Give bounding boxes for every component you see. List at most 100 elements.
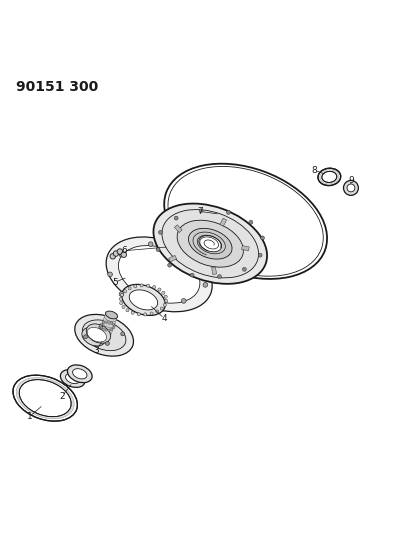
Text: 5: 5 (112, 278, 118, 287)
Ellipse shape (16, 377, 74, 419)
Text: 90151 300: 90151 300 (16, 80, 98, 94)
Ellipse shape (82, 327, 105, 346)
Circle shape (165, 299, 168, 302)
Circle shape (121, 252, 127, 257)
Text: 3: 3 (94, 346, 99, 356)
Circle shape (100, 327, 103, 329)
Bar (220, 218, 227, 226)
Circle shape (122, 305, 125, 309)
Circle shape (217, 274, 221, 279)
Circle shape (119, 297, 122, 301)
Circle shape (108, 329, 110, 331)
Ellipse shape (129, 290, 158, 310)
Circle shape (119, 292, 124, 296)
Ellipse shape (68, 365, 92, 383)
Circle shape (162, 291, 165, 294)
Circle shape (117, 249, 123, 254)
Circle shape (203, 262, 208, 266)
Circle shape (119, 302, 123, 305)
Circle shape (158, 288, 161, 291)
Ellipse shape (318, 168, 341, 185)
Ellipse shape (105, 311, 118, 319)
Ellipse shape (153, 204, 267, 284)
Text: 8: 8 (312, 166, 317, 175)
Text: 2: 2 (59, 392, 65, 401)
Ellipse shape (66, 374, 80, 384)
Circle shape (182, 298, 186, 303)
Bar (212, 267, 217, 274)
Circle shape (126, 309, 129, 312)
Circle shape (110, 254, 116, 259)
Ellipse shape (105, 314, 116, 322)
Ellipse shape (189, 228, 232, 259)
Circle shape (110, 321, 113, 324)
Circle shape (112, 323, 115, 326)
Circle shape (203, 282, 208, 287)
Circle shape (156, 247, 160, 252)
Circle shape (242, 268, 246, 271)
Circle shape (158, 230, 162, 234)
Circle shape (147, 284, 150, 287)
Text: 7: 7 (198, 207, 203, 216)
Circle shape (105, 321, 107, 323)
Bar (174, 225, 182, 232)
Circle shape (148, 242, 153, 247)
Circle shape (226, 211, 230, 214)
Circle shape (144, 313, 147, 316)
Circle shape (121, 332, 125, 336)
Circle shape (168, 263, 172, 267)
Circle shape (152, 286, 156, 289)
Circle shape (190, 273, 194, 277)
Ellipse shape (101, 322, 113, 330)
Circle shape (150, 312, 153, 315)
Ellipse shape (320, 170, 339, 184)
Ellipse shape (118, 246, 200, 303)
Ellipse shape (100, 326, 112, 333)
Circle shape (163, 303, 167, 306)
Circle shape (174, 216, 178, 220)
Ellipse shape (199, 236, 222, 252)
Bar (242, 246, 249, 251)
Circle shape (261, 236, 264, 240)
Ellipse shape (105, 311, 118, 319)
Circle shape (105, 329, 107, 331)
Circle shape (110, 328, 113, 330)
Circle shape (123, 290, 127, 293)
Ellipse shape (86, 324, 110, 343)
Ellipse shape (168, 166, 323, 276)
Circle shape (108, 272, 112, 277)
Ellipse shape (87, 327, 107, 342)
Circle shape (113, 325, 116, 327)
Circle shape (199, 209, 203, 213)
Text: 9: 9 (348, 176, 354, 185)
Ellipse shape (19, 379, 71, 417)
Circle shape (156, 310, 159, 313)
Ellipse shape (73, 369, 87, 379)
Circle shape (182, 246, 186, 250)
Text: 4: 4 (162, 314, 167, 323)
Ellipse shape (102, 320, 114, 328)
Circle shape (102, 321, 105, 324)
Bar (169, 255, 176, 262)
Ellipse shape (177, 220, 243, 267)
Circle shape (258, 253, 262, 257)
Circle shape (112, 327, 115, 329)
Circle shape (137, 312, 140, 316)
Ellipse shape (122, 285, 165, 316)
Circle shape (119, 252, 124, 257)
Circle shape (249, 220, 253, 224)
Ellipse shape (83, 320, 126, 351)
Circle shape (148, 302, 153, 307)
Ellipse shape (61, 369, 85, 387)
Circle shape (134, 285, 137, 288)
Ellipse shape (106, 237, 212, 312)
Circle shape (128, 287, 131, 290)
Text: 6: 6 (121, 246, 127, 255)
Ellipse shape (103, 317, 116, 325)
Circle shape (108, 321, 110, 323)
Circle shape (105, 342, 109, 345)
Circle shape (160, 307, 163, 310)
Circle shape (120, 293, 123, 296)
Circle shape (100, 325, 102, 327)
Circle shape (343, 181, 358, 196)
